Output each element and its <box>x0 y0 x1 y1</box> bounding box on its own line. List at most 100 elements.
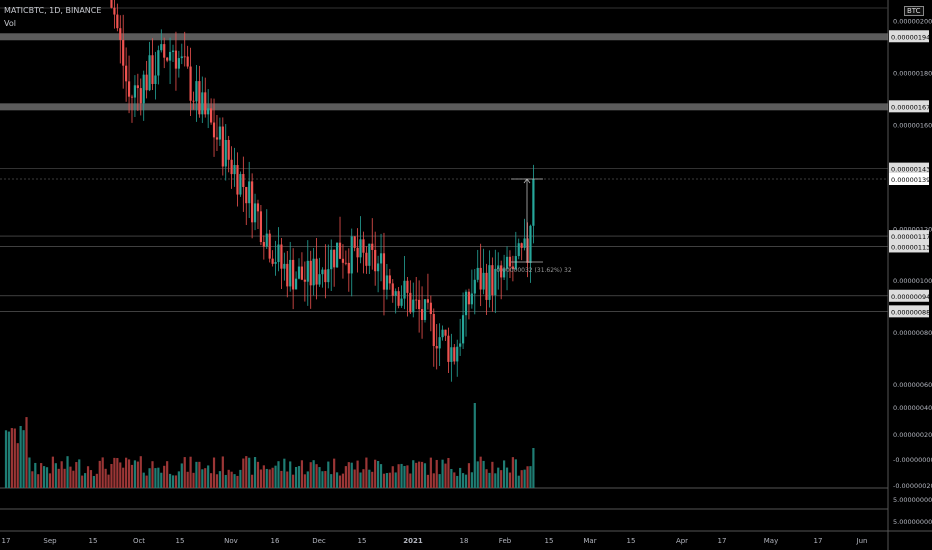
candle-body <box>379 253 383 264</box>
candle-body <box>262 242 265 247</box>
volume-bar <box>450 468 453 488</box>
volume-bar <box>72 470 75 488</box>
volume-bar <box>377 460 380 488</box>
candle-body <box>453 347 456 362</box>
candle-body <box>198 81 201 115</box>
volume-bar <box>204 468 207 488</box>
candle-body <box>227 139 230 160</box>
volume-tick-label: -0.00000000 <box>893 456 932 464</box>
currency-button[interactable]: BTC <box>904 6 924 16</box>
volume-bar <box>116 458 119 488</box>
volume-bar <box>51 456 54 488</box>
volume-bar <box>81 475 84 488</box>
line-price-tag <box>889 305 929 318</box>
volume-bar <box>426 474 430 488</box>
candle-body <box>356 247 359 258</box>
volume-bar <box>25 417 28 488</box>
candle-body <box>157 50 160 76</box>
candle-body <box>265 233 268 247</box>
candle-body <box>341 258 345 263</box>
candle-body <box>459 343 462 347</box>
line-price-tag <box>889 162 929 175</box>
volume-bar <box>274 465 277 488</box>
volume-bar <box>292 474 295 488</box>
candle-body <box>435 345 438 349</box>
volume-bar <box>500 470 503 488</box>
candle-body <box>330 249 333 270</box>
time-tick-label: Feb <box>499 537 512 545</box>
candle-body <box>294 278 298 290</box>
volume-bar <box>13 428 16 488</box>
volume-bar <box>394 472 397 488</box>
volume-bar <box>92 475 95 488</box>
volume-bar <box>353 469 356 488</box>
volume-bar <box>327 461 330 488</box>
volume-bar <box>218 471 221 488</box>
candle-body <box>119 28 122 40</box>
volume-bar <box>168 473 172 488</box>
volume-bar <box>110 463 113 488</box>
volume-bar <box>441 459 444 488</box>
volume-bar <box>409 473 412 488</box>
candle-body <box>482 272 485 290</box>
volume-bar <box>318 467 321 488</box>
volume-bar <box>435 459 438 488</box>
candle-body <box>485 272 488 300</box>
volume-bar <box>160 472 163 488</box>
candle-body <box>116 14 119 29</box>
volume-bar <box>303 474 306 488</box>
volume-bar <box>321 471 324 488</box>
volume-bar <box>42 466 46 488</box>
volume-bar <box>242 458 245 488</box>
volume-bar <box>312 460 315 488</box>
volume-bar <box>418 461 421 488</box>
volume-bar <box>7 431 11 488</box>
time-tick-label: Apr <box>676 537 688 545</box>
candle-body <box>508 256 512 267</box>
candle-body <box>362 239 365 253</box>
time-tick-label: 17 <box>814 537 823 545</box>
volume-bar <box>268 469 271 488</box>
price-tick-label: 0.00000120 <box>893 225 932 233</box>
candle-body <box>418 299 421 310</box>
volume-bar <box>447 457 450 488</box>
volume-bar <box>391 466 394 488</box>
volume-bar <box>163 465 166 488</box>
lower-tick-label: 5.00000000 <box>893 496 932 504</box>
candle-body <box>368 243 371 266</box>
candle-body <box>183 56 186 58</box>
candle-body <box>221 126 224 167</box>
candle-body <box>204 92 207 115</box>
volume-bar <box>400 463 403 488</box>
volume-label: Vol <box>4 19 16 28</box>
volume-bar <box>461 473 465 488</box>
volume-bar <box>69 466 72 488</box>
volume-bar <box>75 462 78 488</box>
volume-bar <box>122 467 125 488</box>
time-tick-label: 17 <box>718 537 727 545</box>
candle-body <box>245 186 248 204</box>
time-tick-label: 15 <box>176 537 185 545</box>
candle-body <box>174 50 178 69</box>
volume-bar <box>256 461 260 488</box>
candle-body <box>505 256 509 269</box>
volume-tick-label: 0.00000020 <box>893 431 932 439</box>
candle-body <box>400 298 403 306</box>
volume-bar <box>335 472 339 488</box>
candle-body <box>154 75 157 84</box>
candle-body <box>113 7 116 15</box>
candle-body <box>374 249 377 272</box>
candle-body <box>271 258 274 264</box>
volume-bar <box>130 464 134 488</box>
volume-bar <box>221 456 224 488</box>
candle-body <box>163 44 166 58</box>
volume-bar <box>479 456 482 488</box>
candle-body <box>464 291 468 316</box>
candle-body <box>224 139 227 167</box>
time-tick-label: 15 <box>627 537 636 545</box>
volume-bar <box>233 474 236 488</box>
volume-bar <box>420 461 424 488</box>
candle-body <box>403 280 406 299</box>
time-tick-label: Dec <box>312 537 326 545</box>
